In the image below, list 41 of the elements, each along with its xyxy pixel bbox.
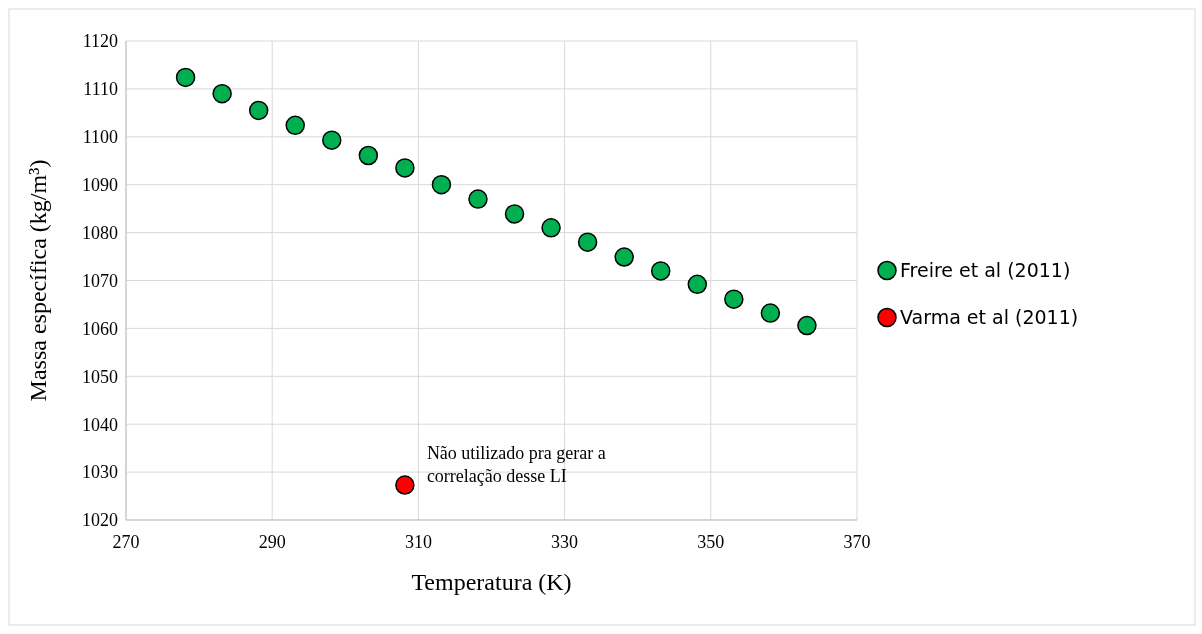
x-tick-label: 270: [112, 532, 140, 552]
point: [650, 261, 671, 281]
point: [614, 247, 634, 267]
x-tick-label: 370: [843, 532, 871, 552]
y-tick-label: 1100: [82, 127, 118, 148]
y-tick-label: 1060: [82, 318, 118, 339]
point: [322, 130, 342, 150]
point: [285, 115, 305, 136]
point: [212, 83, 232, 104]
x-tick-label: 310: [404, 532, 432, 552]
y-tick-label: 1030: [82, 462, 118, 483]
point: [468, 189, 488, 209]
point: [395, 475, 415, 495]
point: [797, 315, 817, 336]
y-tick-label: 1020: [82, 510, 118, 531]
point: [248, 100, 269, 121]
y-tick-label: 1120: [82, 31, 118, 52]
legend-label: Varma et al (2011): [900, 306, 1079, 329]
x-tick-label: 330: [551, 532, 579, 552]
point: [504, 204, 525, 224]
y-tick-label: 1080: [82, 222, 118, 243]
annotation: Não utilizado pra gerar a correlação desse LI: [426, 443, 606, 487]
y-tick-label: 1110: [83, 79, 118, 100]
point: [541, 218, 561, 238]
x-tick-label: 290: [258, 532, 286, 552]
x-tick-label: 350: [697, 532, 725, 552]
legend-label: Freire et al (2011): [900, 259, 1071, 282]
y-tick-label: 1090: [82, 175, 118, 195]
point: [175, 67, 196, 88]
y-axis-title: Massa específica (kg/m³): [25, 159, 51, 402]
point: [760, 303, 781, 323]
y-tick-label: 1070: [82, 270, 118, 291]
point: [687, 274, 708, 295]
point: [358, 145, 379, 166]
y-tick-label: 1050: [82, 366, 118, 387]
point: [577, 232, 598, 252]
point: [724, 289, 744, 309]
x-axis-title: Temperatura (K): [411, 569, 572, 595]
point: [431, 174, 452, 195]
y-tick-label: 1040: [82, 414, 118, 435]
point: [395, 158, 415, 178]
